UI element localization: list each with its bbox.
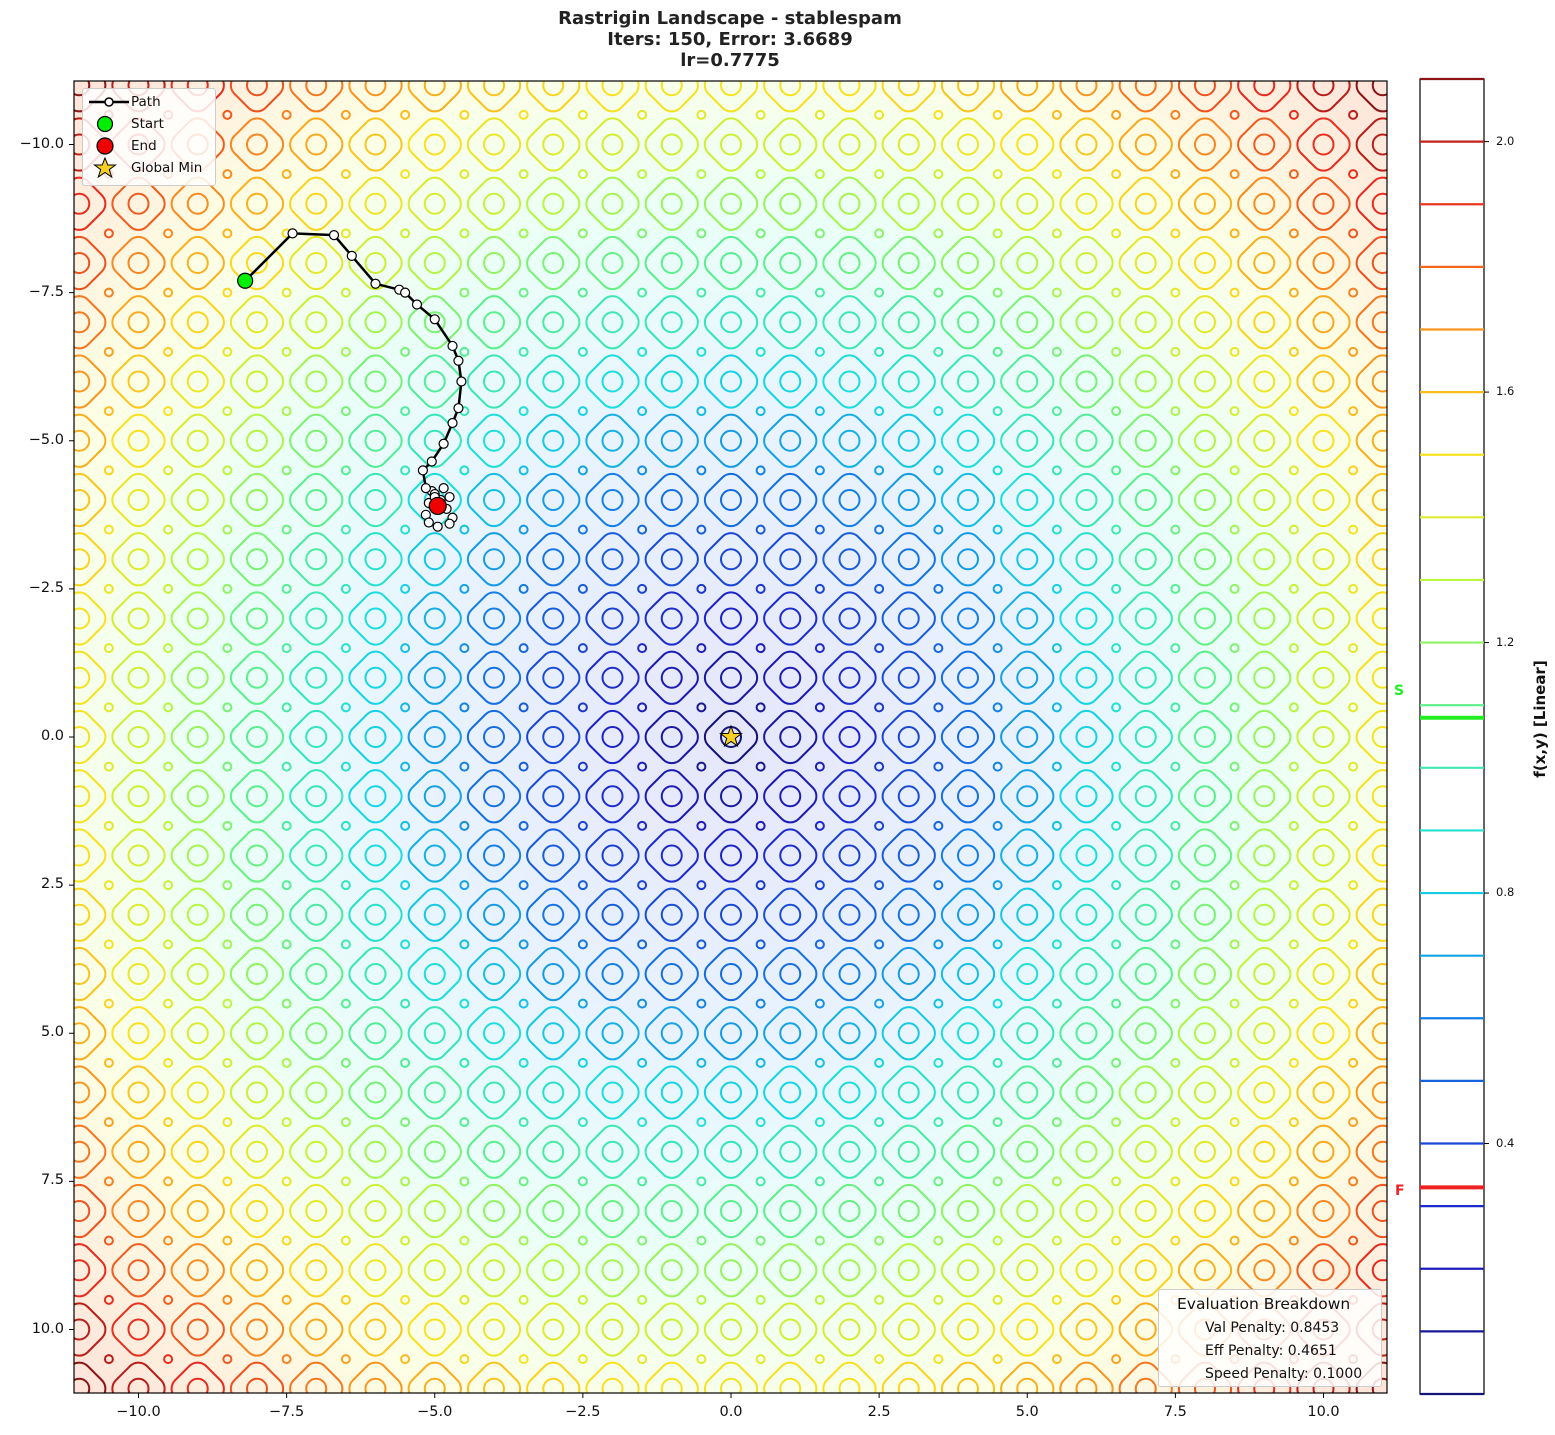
path-point xyxy=(420,483,431,494)
legend-item-start: Start xyxy=(83,113,215,135)
x-tick-label: 10.0 xyxy=(1307,1404,1340,1420)
red-circle-icon xyxy=(96,137,114,155)
colorbar-levels xyxy=(1420,77,1489,1396)
path-point xyxy=(438,438,449,449)
legend-item-end: End xyxy=(83,135,215,157)
path-point xyxy=(456,376,467,387)
contour-lines xyxy=(74,81,1387,1393)
colorbar-tick-label: 1.6 xyxy=(1496,384,1515,399)
y-tick-label: −7.5 xyxy=(28,283,64,300)
title-line-1: Rastrigin Landscape - stablespam xyxy=(558,8,902,29)
end-marker xyxy=(428,496,447,516)
x-tick-label: −7.5 xyxy=(269,1404,305,1420)
y-tick-label: 7.5 xyxy=(40,1172,64,1189)
legend-item-path: Path xyxy=(83,91,215,113)
path-point xyxy=(346,250,357,261)
legend: Path Start End Global Min xyxy=(82,88,216,186)
y-tick-label: −10.0 xyxy=(19,135,64,152)
path-point xyxy=(411,299,423,310)
colorbar-label: f(x,y) [Linear] xyxy=(1531,660,1549,778)
val-penalty: Val Penalty: 0.8453 xyxy=(1205,1320,1340,1336)
colorbar-tick-label: 2.0 xyxy=(1496,133,1515,148)
y-tick-label: 2.5 xyxy=(40,876,64,893)
speed-penalty: Speed Penalty: 0.1000 xyxy=(1205,1366,1363,1382)
path-point xyxy=(429,314,440,325)
path-point xyxy=(453,403,464,414)
evaluation-breakdown-box: Evaluation Breakdown Val Penalty: 0.8453… xyxy=(1158,1289,1382,1387)
green-circle-icon xyxy=(96,115,114,133)
title-line-2: Iters: 150, Error: 3.6689 xyxy=(607,29,853,50)
colorbar-start-marker: S xyxy=(1394,683,1405,699)
axis-ticks xyxy=(69,144,1324,1398)
eff-penalty: Eff Penalty: 0.4651 xyxy=(1205,1343,1337,1359)
y-tick-label: 0.0 xyxy=(40,728,64,744)
legend-item-global-min: Global Min xyxy=(83,156,215,179)
y-tick-label: 10.0 xyxy=(31,1320,64,1337)
x-tick-label: −5.0 xyxy=(417,1404,453,1420)
optimizer-path xyxy=(237,228,743,748)
colorbar xyxy=(1419,78,1485,1395)
x-tick-label: 5.0 xyxy=(1015,1404,1039,1420)
path-line-icon xyxy=(89,97,129,107)
path-point xyxy=(370,278,381,289)
path-point xyxy=(426,456,437,467)
chart-title: Rastrigin Landscape - stablespam Iters: … xyxy=(430,8,1030,71)
colorbar-tick-label: 1.2 xyxy=(1496,634,1515,649)
x-tick-label: −10.0 xyxy=(116,1404,161,1420)
x-tick-label: −2.5 xyxy=(565,1404,601,1420)
x-tick-label: 2.5 xyxy=(867,1404,891,1420)
path-point xyxy=(328,230,340,241)
y-tick-label: 5.0 xyxy=(40,1024,64,1041)
y-tick-label: −5.0 xyxy=(28,431,64,448)
star-icon xyxy=(92,156,118,179)
start-marker xyxy=(237,272,254,289)
colorbar-final-marker: F xyxy=(1395,1183,1405,1199)
path-point xyxy=(287,228,298,239)
path-point xyxy=(447,340,458,352)
y-tick-label: −2.5 xyxy=(28,579,64,596)
x-tick-label: 0.0 xyxy=(719,1404,743,1420)
path-point xyxy=(417,465,428,476)
global-min-star xyxy=(719,724,743,748)
path-point xyxy=(447,417,458,429)
title-line-3: lr=0.7775 xyxy=(680,50,780,71)
colorbar-tick-label: 0.4 xyxy=(1496,1135,1515,1150)
x-tick-label: 7.5 xyxy=(1163,1404,1187,1420)
path-point xyxy=(400,287,411,298)
path-point xyxy=(453,355,464,366)
colorbar-tick-label: 0.8 xyxy=(1496,885,1515,900)
evaluation-header: Evaluation Breakdown xyxy=(1177,1295,1351,1313)
